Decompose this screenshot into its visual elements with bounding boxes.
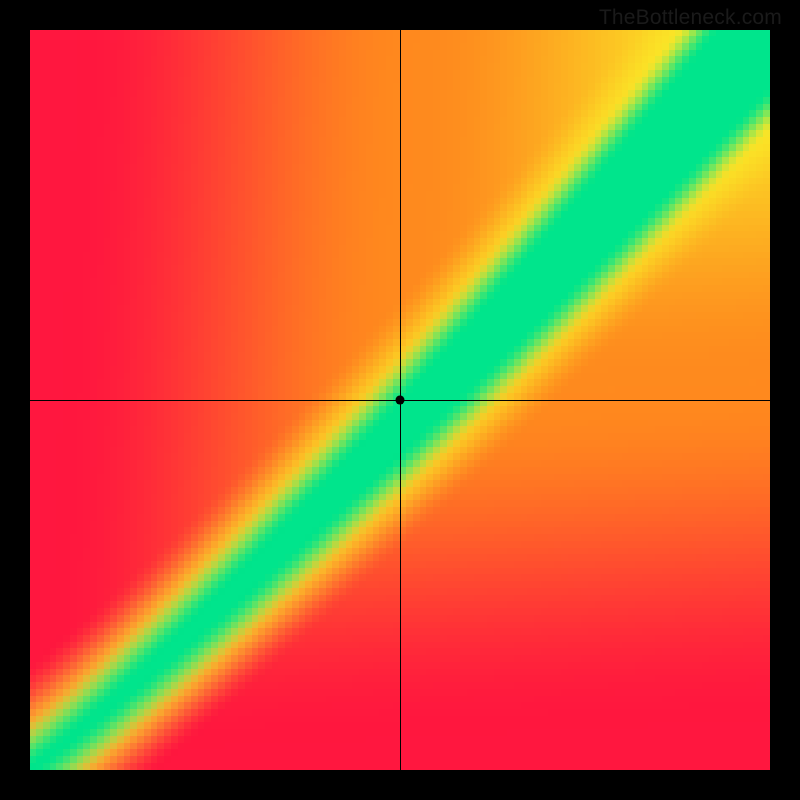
- watermark-text: TheBottleneck.com: [599, 6, 782, 30]
- heatmap-canvas: [30, 30, 770, 770]
- bottleneck-heatmap: [30, 30, 770, 770]
